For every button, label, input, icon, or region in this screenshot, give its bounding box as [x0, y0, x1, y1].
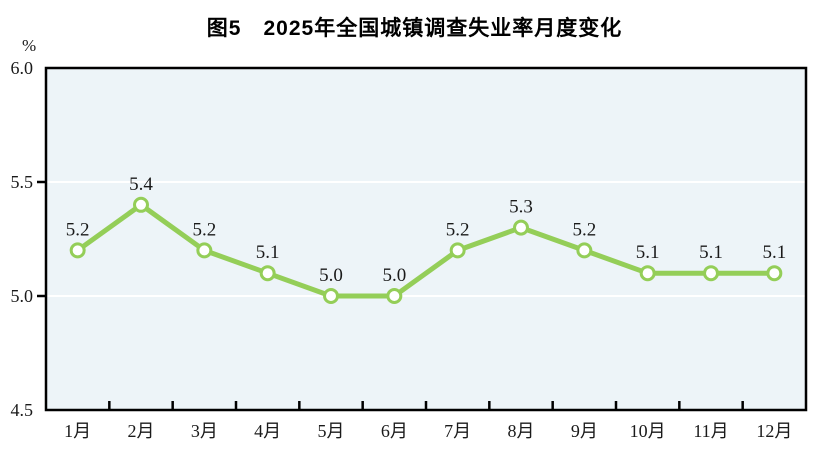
series-line — [75, 202, 777, 299]
data-point-label: 5.2 — [446, 219, 470, 240]
data-point-marker — [766, 265, 783, 282]
x-tick-label: 12月 — [756, 421, 792, 441]
data-point-marker — [386, 288, 403, 304]
y-tick-label: 5.5 — [11, 172, 34, 192]
x-tick-label: 10月 — [630, 421, 666, 441]
data-point-label: 5.2 — [572, 219, 596, 240]
data-point-marker — [259, 265, 276, 282]
data-point-label: 5.1 — [762, 242, 786, 263]
data-point-marker — [323, 288, 339, 304]
x-tick-label: 6月 — [381, 421, 408, 441]
data-point-label: 5.0 — [319, 265, 343, 286]
data-point-label: 5.3 — [509, 197, 533, 218]
chart-title: 图5 2025年全国城镇调查失业率月度变化 — [206, 17, 623, 40]
x-tick-label: 3月 — [191, 421, 218, 441]
x-tick-label: 4月 — [254, 421, 281, 441]
x-tick-label: 8月 — [508, 421, 535, 441]
data-point-marker — [639, 265, 656, 282]
data-point-marker — [69, 242, 86, 259]
y-tick-label: 5.0 — [11, 286, 34, 306]
data-point-label: 5.1 — [699, 242, 723, 263]
data-point-marker — [133, 196, 149, 213]
x-tick-label: 9月 — [571, 421, 598, 441]
plot-area-background — [46, 68, 806, 410]
data-point-marker — [449, 242, 466, 259]
data-point-marker — [196, 242, 213, 259]
data-point-label: 5.4 — [129, 174, 153, 195]
x-tick-label: 2月 — [128, 421, 155, 441]
y-axis-unit-label: % — [22, 36, 37, 55]
x-tick-label: 11月 — [693, 421, 728, 441]
y-tick-label: 6.0 — [11, 58, 34, 78]
data-point-marker — [576, 242, 593, 259]
data-point-label: 5.1 — [256, 242, 280, 263]
data-point-marker — [703, 265, 719, 282]
data-point-marker — [513, 219, 529, 236]
x-tick-label: 5月 — [318, 421, 345, 441]
data-point-label: 5.0 — [382, 265, 406, 286]
data-point-label: 5.1 — [636, 242, 660, 263]
y-tick-label: 4.5 — [11, 400, 34, 420]
x-tick-label: 1月 — [64, 421, 91, 441]
x-tick-label: 7月 — [444, 421, 471, 441]
data-point-label: 5.2 — [66, 219, 90, 240]
data-point-label: 5.2 — [192, 219, 216, 240]
plot-frame — [44, 66, 808, 412]
